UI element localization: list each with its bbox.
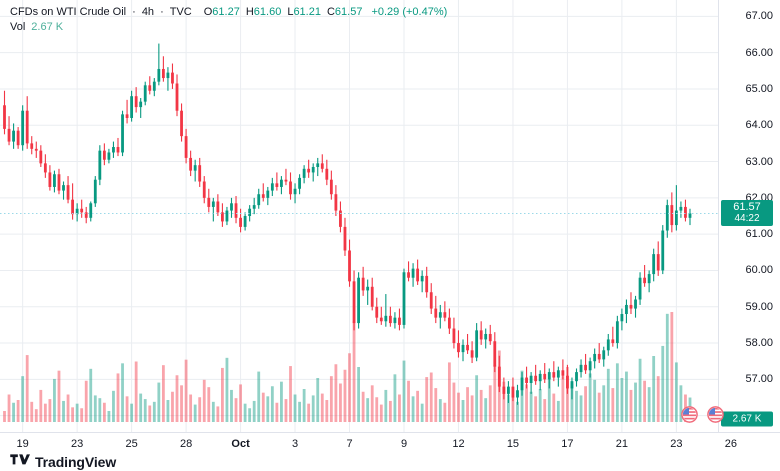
legend-separator-1: · — [132, 6, 136, 18]
time-tick-label: 25 — [125, 438, 138, 450]
tradingview-logo-icon — [10, 453, 31, 471]
tradingview-branding: TradingView — [10, 453, 116, 471]
time-tick-label: 23 — [71, 438, 84, 450]
time-tick-label: 21 — [615, 438, 629, 450]
candlestick-series[interactable] — [0, 0, 718, 432]
time-tick-label: 28 — [179, 438, 193, 450]
price-tick-label: 57.00 — [745, 373, 773, 386]
time-tick-label: 15 — [506, 438, 520, 450]
legend-separator-2: · — [160, 6, 164, 18]
low-label: L — [287, 6, 294, 18]
time-tick-label: 12 — [452, 438, 465, 450]
volume-value-badge[interactable]: 2.67 K — [721, 411, 773, 427]
interval-label[interactable]: 4h — [141, 6, 155, 18]
exchange-label: TVC — [169, 6, 192, 18]
time-tick-label: Oct — [231, 438, 250, 450]
close-label: C — [326, 6, 335, 18]
price-tick-label: 60.00 — [745, 264, 773, 277]
current-price-value: 61.57 — [733, 201, 761, 214]
legend-line-2: Vol 2.67 K — [10, 20, 447, 35]
volume-bars — [3, 312, 692, 422]
close-value: 61.57 — [334, 6, 363, 18]
time-axis[interactable]: 19 23 25 28 Oct 3 7 9 12 15 17 21 23 26 — [0, 432, 780, 455]
tradingview-wordmark: TradingView — [35, 454, 117, 470]
price-tick-label: 63.00 — [745, 155, 773, 168]
economic-event-flag-icon[interactable] — [707, 406, 724, 423]
change-value: +0.29 (+0.47%) — [371, 6, 448, 18]
time-tick-label: 7 — [346, 438, 353, 450]
price-tick-label: 65.00 — [745, 82, 773, 95]
legend-line-1: CFDs on WTI Crude Oil · 4h · TVC O61.27 H61.60… — [10, 5, 447, 20]
price-tick-label: 61.00 — [745, 228, 773, 241]
time-tick-label: 17 — [561, 438, 574, 450]
time-tick-label: 9 — [400, 438, 408, 450]
chart-legend[interactable]: CFDs on WTI Crude Oil · 4h · TVC O61.27 H61.60… — [10, 5, 447, 35]
price-axis[interactable]: 67.00 66.00 65.00 64.00 63.00 62.00 61.00 60.00… — [718, 0, 780, 432]
low-value: 61.21 — [293, 6, 321, 18]
open-label: O — [203, 6, 213, 18]
time-tick-label: 3 — [291, 438, 299, 450]
high-label: H — [245, 6, 254, 18]
price-tick-label: 58.00 — [745, 337, 773, 350]
current-price-line — [0, 212, 718, 214]
symbol-title[interactable]: CFDs on WTI Crude Oil — [10, 6, 127, 18]
open-value: 61.27 — [212, 6, 240, 18]
time-tick-label: 23 — [670, 438, 683, 450]
price-tick-label: 67.00 — [745, 10, 773, 23]
chart-canvas[interactable] — [0, 0, 718, 432]
volume-label[interactable]: Vol — [10, 21, 26, 33]
price-tick-label: 64.00 — [745, 119, 773, 132]
current-price-badge[interactable]: 61.57 44:22 — [721, 200, 773, 227]
high-value: 61.60 — [253, 6, 282, 18]
price-tick-label: 59.00 — [745, 300, 773, 313]
time-tick-label: 19 — [16, 438, 29, 450]
bar-countdown-timer: 44:22 — [734, 213, 760, 225]
economic-event-flag-icon[interactable] — [681, 406, 698, 423]
volume-value: 2.67 K — [31, 21, 64, 33]
time-tick-label: 26 — [724, 438, 737, 450]
price-tick-label: 66.00 — [745, 46, 773, 59]
